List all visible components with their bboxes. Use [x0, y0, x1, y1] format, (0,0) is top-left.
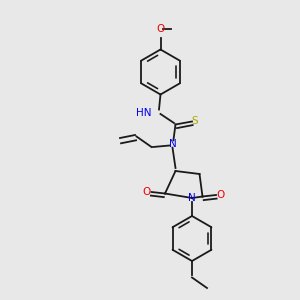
Text: N: N — [169, 139, 176, 149]
Text: HN: HN — [136, 107, 152, 118]
Text: O: O — [143, 187, 151, 197]
Text: O: O — [156, 24, 165, 34]
Text: N: N — [188, 193, 196, 203]
Text: S: S — [192, 116, 198, 126]
Text: O: O — [216, 190, 225, 200]
